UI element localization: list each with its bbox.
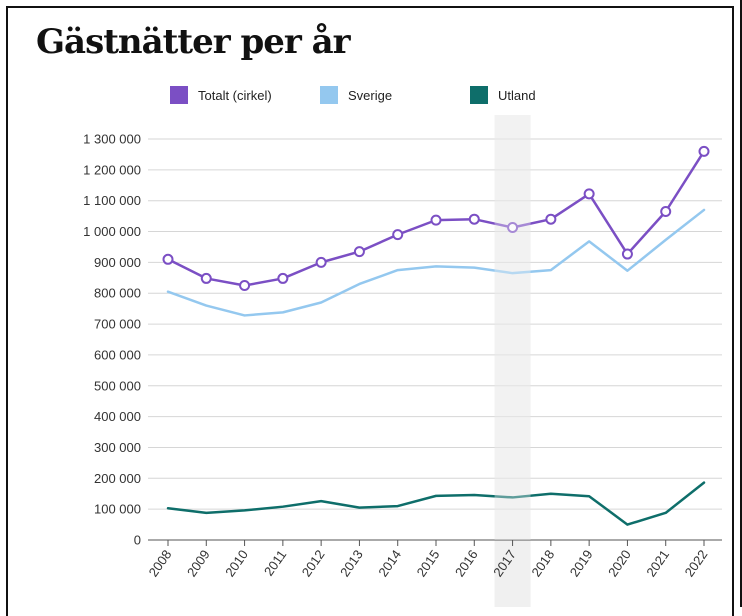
y-tick-label: 800 000 bbox=[94, 286, 141, 301]
y-tick-label: 200 000 bbox=[94, 471, 141, 486]
data-point bbox=[583, 188, 595, 200]
y-tick-label: 1 000 000 bbox=[83, 224, 141, 239]
legend-swatch-totalt bbox=[170, 86, 188, 104]
y-tick-label: 900 000 bbox=[94, 255, 141, 270]
frame-right-edge bbox=[740, 0, 742, 607]
x-tick-label: 2019 bbox=[567, 547, 596, 579]
y-tick-label: 0 bbox=[134, 533, 141, 548]
x-tick-label: 2020 bbox=[605, 547, 634, 579]
y-tick-label: 500 000 bbox=[94, 378, 141, 393]
data-point bbox=[430, 214, 442, 226]
legend-item-sverige[interactable]: Sverige bbox=[320, 86, 392, 104]
y-tick-label: 1 300 000 bbox=[83, 132, 141, 147]
x-tick-label: 2010 bbox=[222, 547, 251, 579]
x-tick-label: 2021 bbox=[643, 547, 672, 579]
highlight-overlay bbox=[494, 115, 531, 540]
data-point bbox=[162, 253, 174, 265]
data-point bbox=[660, 205, 672, 217]
y-tick-label: 1 100 000 bbox=[83, 193, 141, 208]
x-tick-label: 2016 bbox=[452, 547, 481, 579]
legend-item-utland[interactable]: Utland bbox=[470, 86, 536, 104]
y-tick-label: 1 200 000 bbox=[83, 162, 141, 177]
data-point bbox=[277, 272, 289, 284]
x-tick-label: 2008 bbox=[146, 547, 175, 579]
x-tick-label: 2009 bbox=[184, 547, 213, 579]
legend: Totalt (cirkel) Sverige Utland bbox=[0, 86, 742, 108]
data-point bbox=[315, 256, 327, 268]
data-point bbox=[353, 246, 365, 258]
highlight-band bbox=[494, 115, 531, 607]
x-tick-label: 2018 bbox=[528, 547, 557, 579]
data-point bbox=[507, 222, 519, 234]
data-point bbox=[200, 272, 212, 284]
data-point bbox=[392, 229, 404, 241]
legend-swatch-sverige bbox=[320, 86, 338, 104]
legend-swatch-utland bbox=[470, 86, 488, 104]
x-tick-label: 2022 bbox=[682, 547, 711, 579]
chart-title: Gästnätter per år bbox=[36, 22, 351, 62]
x-tick-label: 2014 bbox=[375, 547, 404, 579]
y-tick-label: 100 000 bbox=[94, 502, 141, 517]
y-tick-label: 600 000 bbox=[94, 347, 141, 362]
legend-label-totalt: Totalt (cirkel) bbox=[198, 87, 272, 103]
x-tick-label: 2011 bbox=[261, 547, 289, 579]
legend-item-totalt[interactable]: Totalt (cirkel) bbox=[170, 86, 272, 104]
data-point bbox=[239, 280, 251, 292]
data-point bbox=[621, 248, 633, 260]
x-tick-label: 2012 bbox=[299, 547, 328, 579]
data-point bbox=[698, 145, 710, 157]
series-line bbox=[166, 481, 706, 526]
y-tick-label: 300 000 bbox=[94, 440, 141, 455]
x-tick-label: 2013 bbox=[337, 547, 366, 579]
data-point bbox=[545, 213, 557, 225]
legend-label-sverige: Sverige bbox=[348, 87, 393, 103]
y-tick-label: 700 000 bbox=[94, 317, 141, 332]
series-line bbox=[166, 208, 706, 317]
y-tick-label: 400 000 bbox=[94, 409, 141, 424]
legend-label-utland: Utland bbox=[498, 87, 536, 103]
x-tick-label: 2015 bbox=[414, 547, 443, 579]
data-point bbox=[468, 213, 480, 225]
